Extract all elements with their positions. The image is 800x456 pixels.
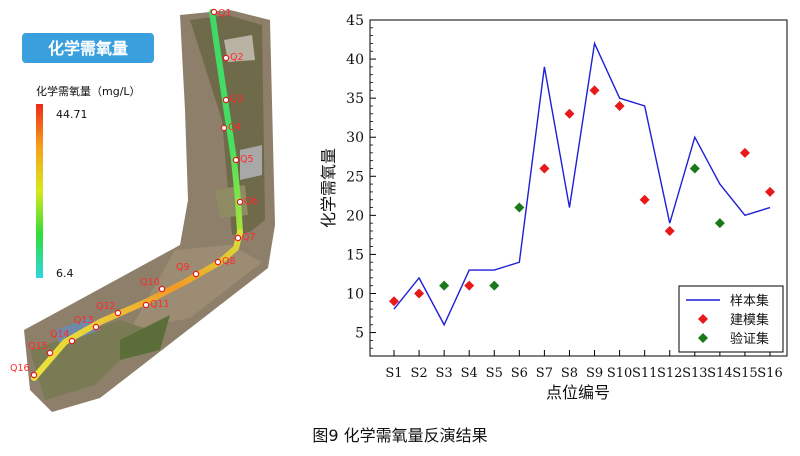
map-point-label: Q16 <box>10 363 30 374</box>
point-validation <box>489 280 500 291</box>
map-point-marker <box>210 8 218 16</box>
map-point-marker <box>232 156 240 164</box>
map-point-marker <box>222 96 230 104</box>
map-panel: Q1Q2Q3Q4Q5Q6Q7Q8Q9Q10Q11Q12Q13Q14Q15Q16 … <box>10 8 275 412</box>
map-point-label: Q11 <box>150 299 170 310</box>
point-model <box>539 163 550 174</box>
map-point-marker <box>236 198 244 206</box>
x-tick-label: S16 <box>757 366 782 381</box>
y-tick-label: 30 <box>346 130 364 146</box>
y-tick-label: 10 <box>346 286 364 302</box>
point-model <box>765 186 775 197</box>
map-point-marker <box>192 270 200 278</box>
x-axis: S1 S2 S3 S4 S5 S6 S7 S8 S9 S10 S11 S12 S13 S14 S15 S16 <box>385 350 783 381</box>
y-tick-label: 40 <box>346 52 364 68</box>
map-point-label: Q8 <box>222 256 236 267</box>
map-point-marker <box>222 54 230 62</box>
legend-box <box>678 285 784 353</box>
point-model <box>614 100 625 111</box>
y-axis: 5 10 15 20 25 30 35 40 45 <box>346 13 376 357</box>
point-model <box>589 85 600 96</box>
point-validation <box>689 163 700 174</box>
y-tick-label: 20 <box>346 208 364 224</box>
x-tick-label: S11 <box>632 366 657 381</box>
y-tick-label: 5 <box>355 326 364 342</box>
x-tick-label: S12 <box>657 366 682 381</box>
point-validation <box>514 202 525 213</box>
x-tick-label: S8 <box>561 366 578 381</box>
point-model <box>664 225 675 236</box>
point-validation <box>439 280 450 291</box>
legend-max: 44.71 <box>56 108 88 121</box>
legend-title: 化学需氧量（mg/L） <box>36 84 141 98</box>
map-point-marker <box>68 337 76 345</box>
x-tick-label: S10 <box>607 366 632 381</box>
map-point-label: Q13 <box>74 315 94 326</box>
chart-legend: 样本集 建模集 验证集 <box>678 285 784 353</box>
x-tick-label: S7 <box>536 366 553 381</box>
map-point-marker <box>30 371 38 379</box>
y-tick-label: 35 <box>346 91 364 107</box>
legend-colorbar <box>36 104 43 278</box>
map-point-label: Q7 <box>242 232 256 243</box>
series-layer <box>389 41 775 327</box>
map-point-label: Q6 <box>244 196 258 207</box>
y-axis-label: 化学需氧量 <box>319 148 338 228</box>
x-tick-label: S1 <box>385 366 402 381</box>
map-point-label: Q15 <box>28 341 48 352</box>
y-tick-label: 25 <box>346 169 364 185</box>
legend-marker-model <box>698 314 708 324</box>
legend-label-sample: 样本集 <box>730 293 769 309</box>
x-axis-label: 点位编号 <box>546 383 610 402</box>
x-tick-label: S5 <box>486 366 503 381</box>
x-tick-label: S13 <box>682 366 707 381</box>
map-point-marker <box>92 323 100 331</box>
point-model <box>564 108 575 119</box>
x-tick-label: S2 <box>410 366 427 381</box>
point-model <box>739 147 750 158</box>
point-model <box>639 194 650 205</box>
point-model <box>464 280 475 291</box>
map-point-label: Q4 <box>228 122 242 133</box>
x-tick-label: S14 <box>707 366 732 381</box>
point-model <box>414 288 425 299</box>
x-tick-label: S4 <box>461 366 478 381</box>
map-point-marker <box>214 258 222 266</box>
map-point-marker <box>234 234 242 242</box>
x-tick-label: S6 <box>511 366 528 381</box>
map-point-marker <box>220 124 228 132</box>
point-model <box>389 296 399 307</box>
plot-frame <box>369 19 788 357</box>
legend-marker-validation <box>698 333 708 343</box>
y-tick-label: 45 <box>346 13 364 29</box>
map-point-label: Q10 <box>140 277 160 288</box>
map-point-label: Q1 <box>218 8 232 19</box>
map-title: 化学需氧量 <box>48 39 128 58</box>
map-point-marker <box>46 349 54 357</box>
y-tick-label: 15 <box>346 247 364 263</box>
legend-label-model: 建模集 <box>730 312 769 328</box>
legend-min: 6.4 <box>56 267 74 280</box>
x-tick-label: S9 <box>586 366 603 381</box>
figure-caption: 图9 化学需氧量反演结果 <box>312 426 488 445</box>
x-tick-label: S3 <box>436 366 453 381</box>
legend-label-validation: 验证集 <box>730 331 769 347</box>
map-point-label: Q9 <box>176 262 190 273</box>
map-title-badge <box>22 33 154 63</box>
map-point-label: Q2 <box>230 52 244 63</box>
map-point-label: Q12 <box>96 301 116 312</box>
map-point-label: Q3 <box>230 94 244 105</box>
map-point-marker <box>158 285 166 293</box>
point-validation <box>714 218 725 229</box>
series-line-sample <box>393 41 771 327</box>
x-tick-label: S15 <box>732 366 757 381</box>
map-point-marker <box>114 309 122 317</box>
map-point-marker <box>142 301 150 309</box>
map-point-label: Q5 <box>240 154 254 165</box>
map-point-label: Q14 <box>50 329 70 340</box>
